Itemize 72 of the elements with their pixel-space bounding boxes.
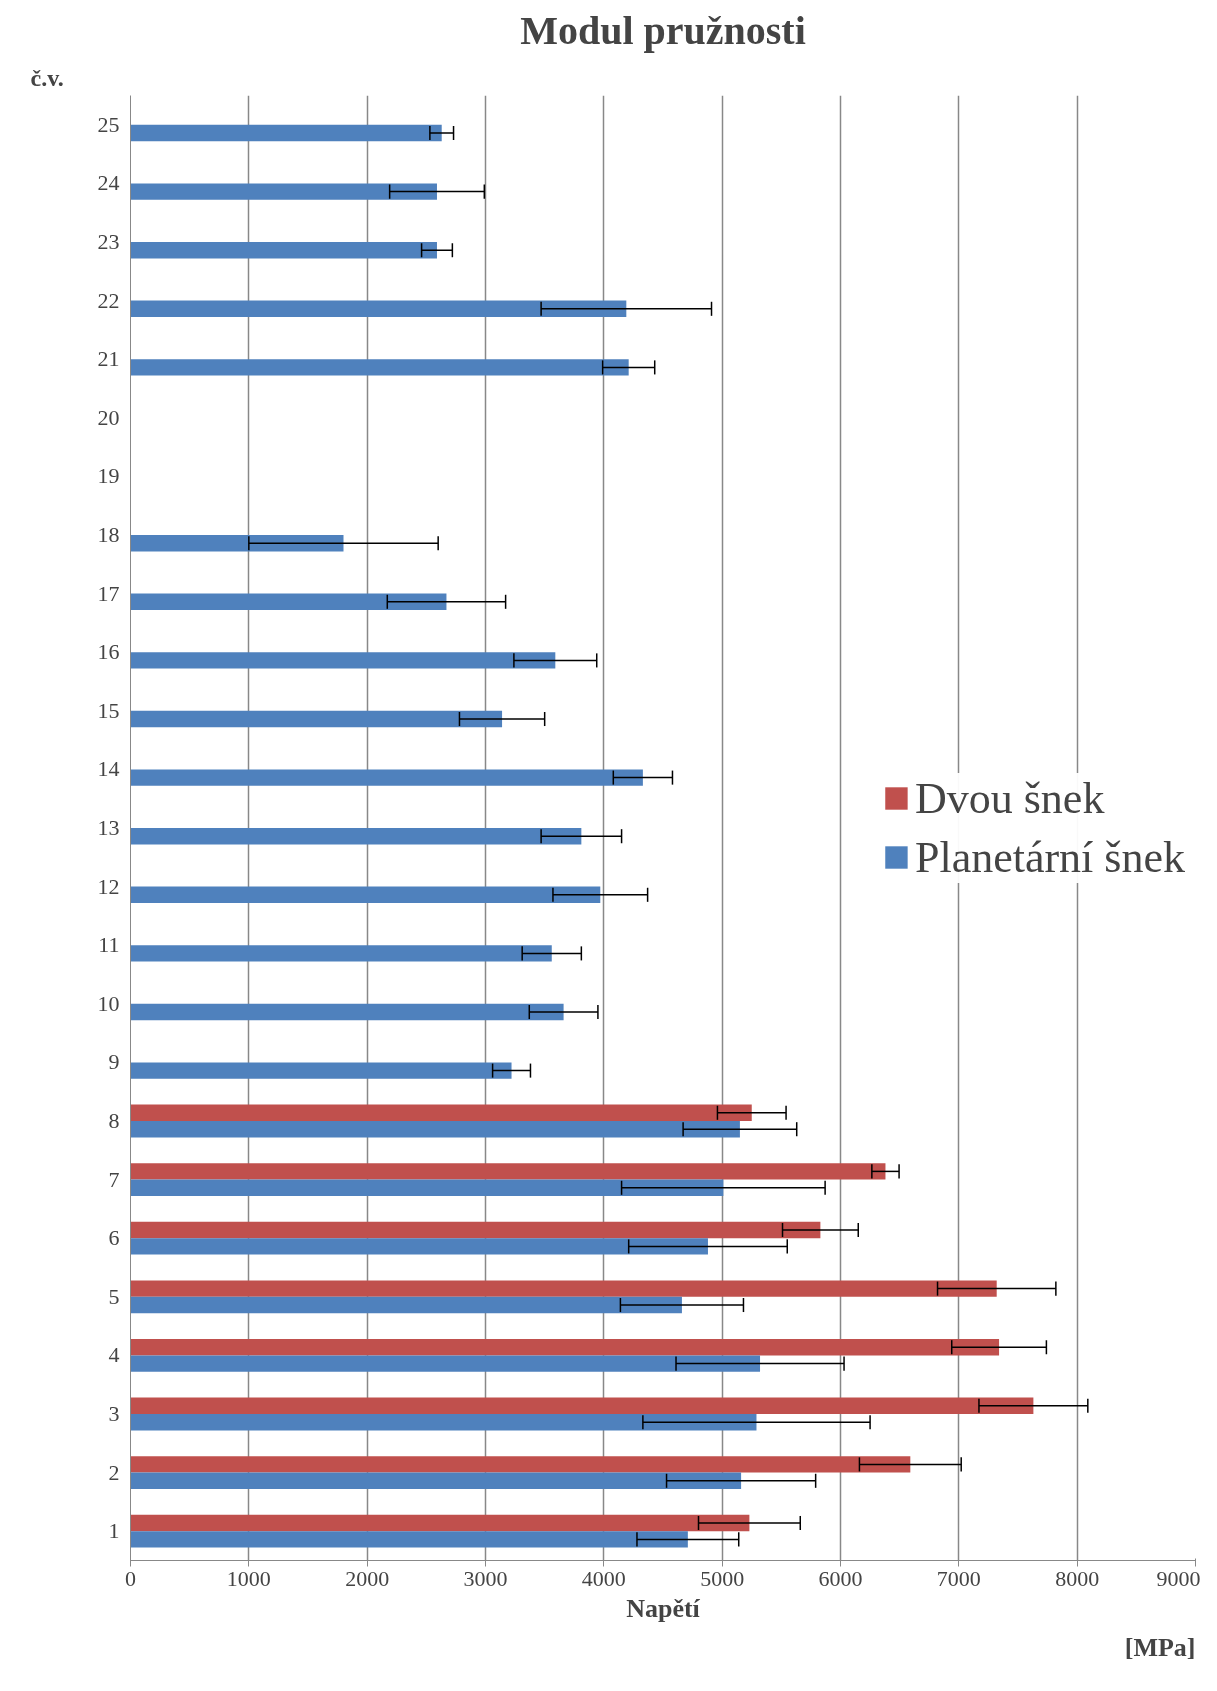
bar — [130, 1163, 886, 1180]
y-tick-label: 17 — [97, 580, 120, 606]
x-tick-label: 5000 — [700, 1565, 745, 1591]
bar — [130, 1221, 821, 1239]
bar — [130, 1456, 911, 1473]
y-tick-label: 18 — [97, 522, 120, 547]
y-tick-label: 12 — [97, 873, 120, 899]
y-tick-label: 3 — [108, 1401, 120, 1426]
bar — [130, 1414, 757, 1431]
bar — [130, 1062, 512, 1079]
y-axis-title: č.v. — [30, 64, 64, 91]
bar — [130, 652, 556, 669]
bar — [130, 1514, 750, 1532]
y-tick-label: 8 — [108, 1108, 120, 1133]
legend-label: Dvou šnek — [914, 772, 1105, 824]
y-tick-label: 13 — [97, 815, 120, 840]
y-tick-label: 10 — [97, 990, 120, 1016]
bar — [130, 1355, 761, 1372]
bar — [130, 1179, 724, 1197]
x-tick-label: 0 — [125, 1565, 136, 1591]
bar — [130, 242, 437, 259]
x-tick-label: 4000 — [581, 1565, 626, 1591]
y-tick-label: 4 — [108, 1342, 120, 1368]
bar — [130, 1472, 742, 1490]
y-tick-label: 16 — [97, 639, 120, 665]
bar — [130, 769, 643, 786]
y-tick-label: 20 — [97, 404, 120, 430]
bar — [130, 1104, 752, 1121]
bar — [130, 828, 582, 845]
y-tick-label: 22 — [97, 287, 120, 313]
bar — [130, 300, 627, 318]
x-axis-title: Napětí — [626, 1593, 701, 1623]
y-tick-label: 9 — [108, 1049, 120, 1075]
bar — [130, 359, 629, 376]
y-tick-label: 24 — [97, 170, 120, 196]
y-tick-label: 19 — [97, 463, 120, 489]
bar — [130, 1397, 1034, 1414]
y-tick-label: 25 — [97, 111, 120, 137]
y-tick-label: 23 — [97, 229, 120, 254]
x-tick-label: 9000 — [1156, 1565, 1201, 1591]
bar — [130, 1296, 682, 1314]
bar — [130, 1003, 564, 1021]
bar — [130, 1121, 740, 1138]
text: [MPa] — [1124, 1632, 1196, 1662]
legend-label: Planetární šnek — [914, 831, 1185, 883]
bar — [130, 124, 442, 142]
chart-title: Modul pružnosti — [520, 7, 806, 53]
x-tick-label: 8000 — [1055, 1565, 1100, 1591]
x-tick-label: 2000 — [345, 1565, 390, 1591]
bar — [130, 945, 552, 962]
bar — [130, 1531, 688, 1548]
y-tick-label: 5 — [108, 1283, 120, 1309]
bar — [130, 1280, 997, 1297]
bar — [130, 593, 447, 611]
bar — [130, 183, 437, 200]
bar — [130, 710, 503, 728]
x-tick-label: 7000 — [936, 1565, 981, 1591]
y-tick-label: 2 — [108, 1459, 120, 1485]
bar — [130, 1238, 708, 1255]
x-tick-label: 6000 — [818, 1565, 863, 1591]
y-tick-label: 15 — [97, 697, 120, 723]
bar — [130, 535, 344, 552]
y-tick-label: 14 — [97, 756, 120, 782]
bar — [130, 1338, 1000, 1356]
y-tick-label: 11 — [98, 932, 120, 958]
y-tick-label: 7 — [108, 1166, 120, 1192]
x-tick-label: 1000 — [226, 1565, 271, 1591]
x-tick-label: 3000 — [463, 1565, 508, 1591]
y-tick-label: 6 — [108, 1225, 120, 1251]
y-tick-label: 1 — [108, 1518, 120, 1544]
y-tick-label: 21 — [97, 346, 120, 372]
bar — [130, 886, 601, 904]
